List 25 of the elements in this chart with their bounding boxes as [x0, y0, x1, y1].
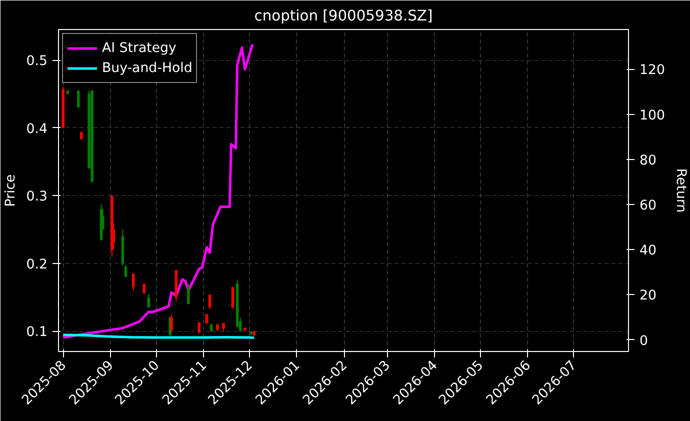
candlestick [187, 283, 190, 305]
candlestick [208, 294, 212, 310]
y-axis-title: Price [3, 174, 18, 207]
candlestick [132, 273, 135, 291]
line-series [62, 43, 254, 339]
candlestick [76, 90, 80, 108]
y2-tick-label: 100 [640, 108, 665, 124]
y-tick-label: 0.2 [26, 257, 48, 272]
chart-title: cnoption [90005938.SZ] [254, 8, 433, 24]
y-tick-label: 0.5 [26, 54, 48, 70]
legend-label: AI Strategy [102, 40, 176, 56]
y2-tick-label: 60 [640, 198, 656, 214]
y2-axis-title: Return [672, 168, 688, 213]
y-tick-label: 0.3 [26, 190, 48, 205]
y2-tick-label: 20 [640, 288, 656, 304]
y2-tick-label: 40 [640, 244, 656, 259]
candlestick [142, 283, 146, 294]
y2-tick-label: 120 [640, 63, 665, 78]
y2-tick-label: 80 [640, 153, 656, 168]
legend-label: Buy-and-Hold [102, 60, 192, 76]
candlestick [231, 286, 234, 310]
candlestick [205, 314, 208, 325]
y-tick-label: 0.1 [26, 325, 48, 340]
y-tick-label: 0.4 [26, 122, 48, 137]
y2-tick-label: 0 [640, 334, 648, 349]
